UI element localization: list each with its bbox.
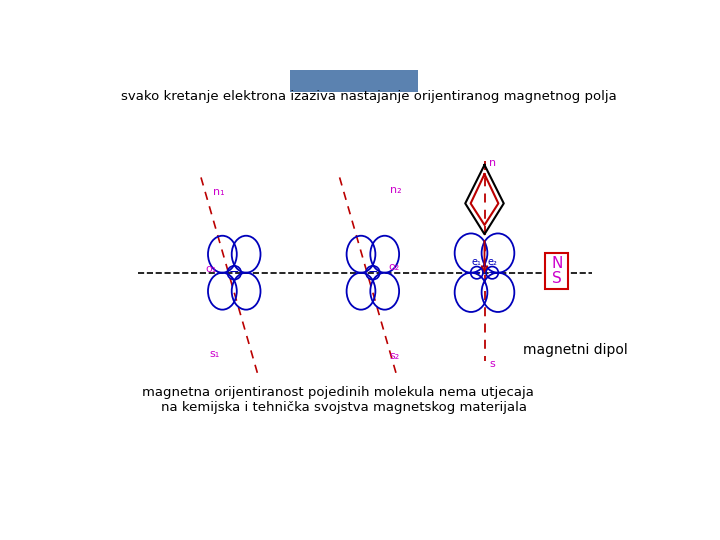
Text: magnetni dipol: magnetni dipol [523,343,628,357]
Text: magnetna orijentiranost pojedinih molekula nema utjecaja: magnetna orijentiranost pojedinih moleku… [142,386,534,399]
Text: s: s [489,359,495,369]
Text: N: N [552,255,562,271]
Text: S: S [552,271,562,286]
Text: s₁: s₁ [210,348,220,359]
FancyBboxPatch shape [290,70,418,92]
Text: s₂: s₂ [390,351,400,361]
Text: n₁: n₁ [213,187,225,197]
Text: svako kretanje elektrona izaziva nastajanje orijentiranog magnetnog polja: svako kretanje elektrona izaziva nastaja… [121,90,617,103]
Text: −: − [368,266,378,279]
FancyBboxPatch shape [545,253,568,289]
Text: −: − [229,266,240,279]
Text: n: n [489,158,496,168]
Text: −: − [472,268,482,278]
Text: e₁: e₁ [472,257,482,267]
Text: e₂: e₂ [487,257,497,267]
Text: na kemijska i tehnička svojstva magnetskog materijala: na kemijska i tehnička svojstva magnetsk… [161,401,527,414]
Text: n₂: n₂ [390,185,402,194]
Text: o₁: o₁ [205,264,217,274]
Text: o₂: o₂ [389,261,400,272]
Text: −: − [487,268,497,278]
